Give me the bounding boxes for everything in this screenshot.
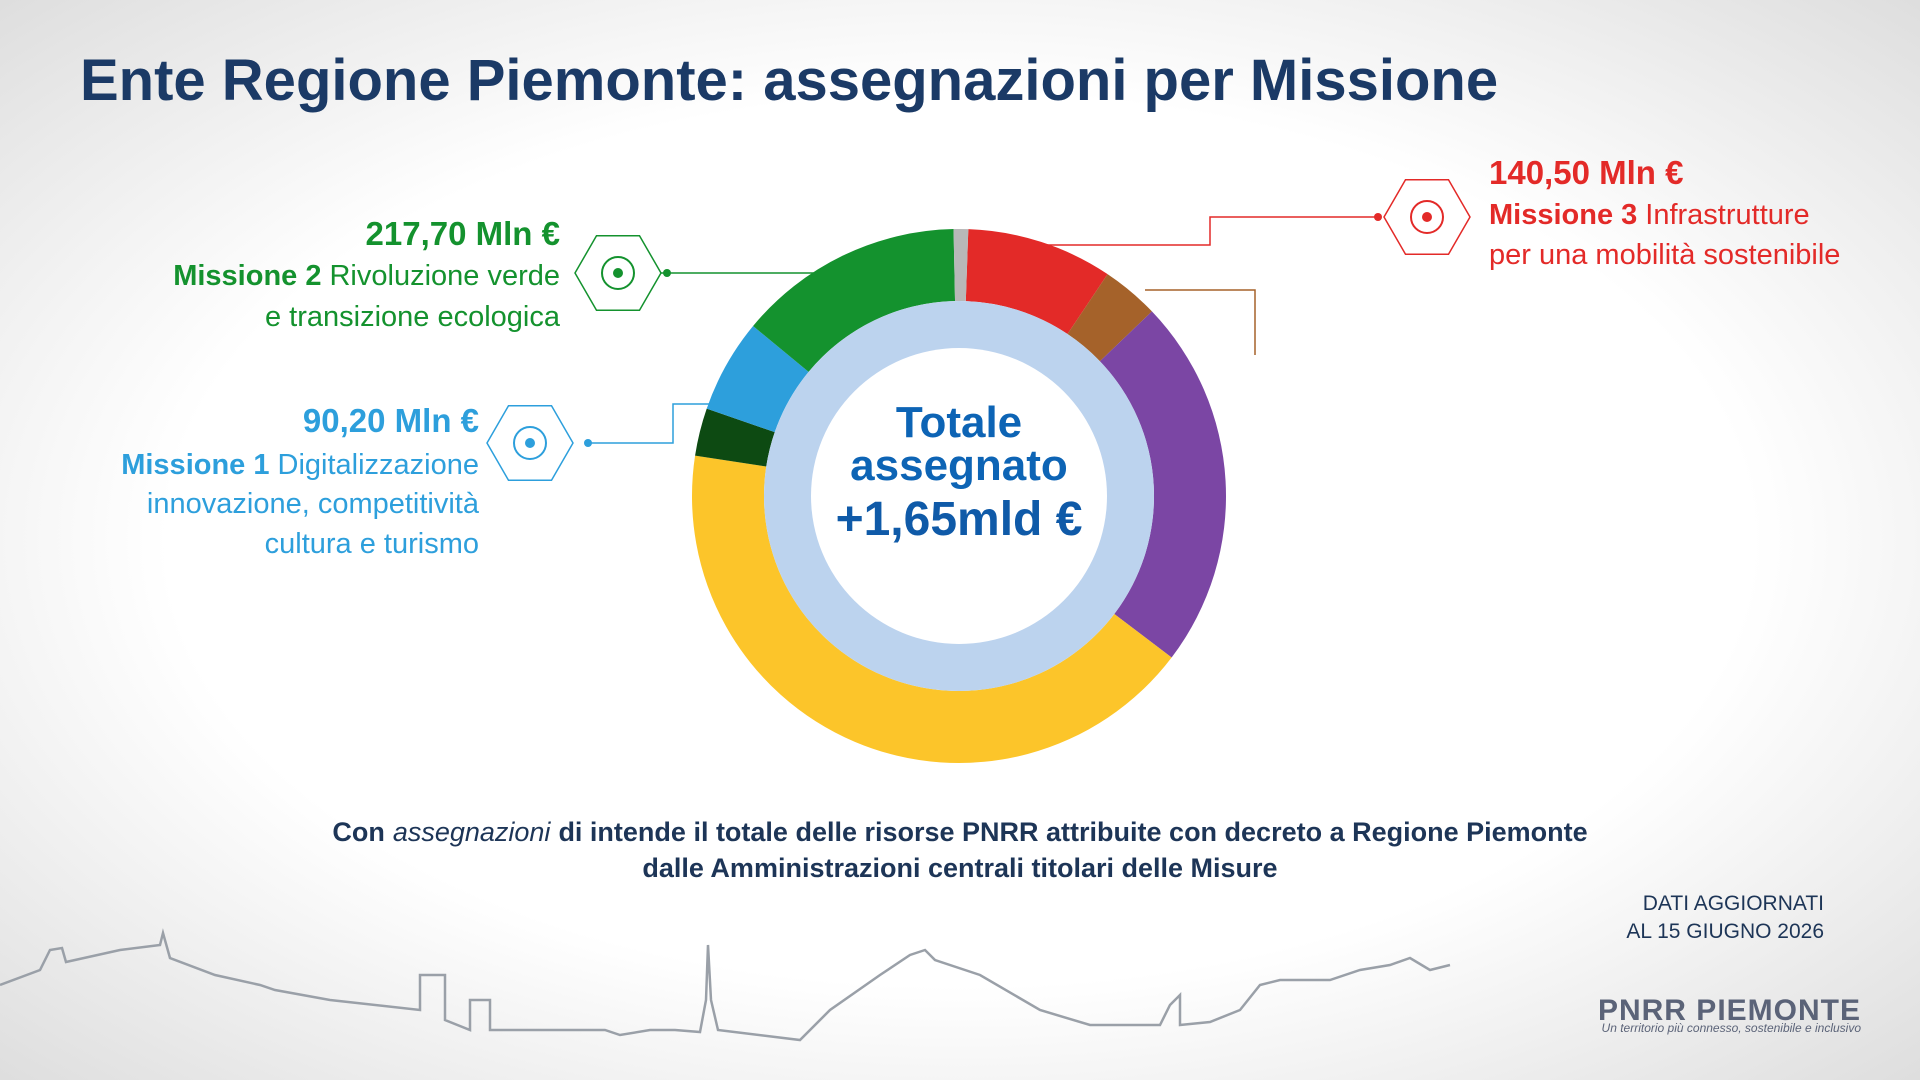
annotation: Missione 2 Rivoluzione verde (173, 260, 560, 292)
note-line: dalle Amministrazioni centrali titolari … (642, 853, 1277, 883)
leader-line (588, 403, 710, 444)
description: Digitalizzazione (278, 449, 480, 481)
note-emphasis: assegnazioni (393, 817, 552, 847)
leader-line (1145, 289, 1256, 355)
inner-disc (811, 348, 1107, 644)
description: per una mobilità sostenibile (1489, 239, 1840, 271)
annotation: Missione 1 Digitalizzazione (121, 449, 479, 481)
icon (613, 268, 623, 278)
icon (1410, 200, 1444, 234)
description: Rivoluzione verde (329, 260, 560, 292)
donut-segment (706, 326, 809, 433)
description: innovazione, competitività (147, 488, 480, 520)
note-text: Con (332, 817, 384, 847)
value-label: 217,70 Mln € (366, 215, 560, 252)
description: Infrastrutture (1645, 199, 1809, 231)
donut-segment (1067, 274, 1152, 362)
value-label: 140,50 Mln € (1489, 154, 1683, 191)
leader-line (980, 216, 1378, 246)
description: cultura e turismo (265, 528, 479, 560)
center-label: +1,65mld € (836, 493, 1083, 546)
note: Con assegnazioni di intende il totale dell… (332, 817, 1587, 847)
center-label: assegnato (850, 441, 1068, 490)
donut-segment (965, 229, 1108, 334)
leader-dot (584, 439, 592, 447)
donut-segment (692, 455, 1172, 763)
skyline (0, 928, 1451, 1042)
icon (513, 426, 547, 460)
icon (601, 256, 635, 290)
annotation: Missione 3 Infrastrutture (1489, 199, 1810, 231)
logo-tagline: Un territorio più connesso, sostenibile … (1602, 1021, 1862, 1035)
donut-segment (953, 229, 969, 302)
donut-segment (1099, 311, 1226, 658)
value-label: 90,20 Mln € (303, 402, 479, 439)
leader-dot (1374, 213, 1382, 221)
category-label: Missione 2 (173, 260, 321, 292)
update-date: DATI AGGIORNATI (1643, 892, 1824, 915)
category-label: Missione 1 (121, 449, 269, 481)
center-label: Totale (896, 398, 1022, 447)
note-text: di intende il totale delle risorse PNRR … (558, 817, 1587, 847)
leader-dot (663, 269, 671, 277)
chart-title: Ente Regione Piemonte: assegnazioni per … (80, 48, 1498, 113)
icon (525, 438, 535, 448)
logo: PNRR PIEMONTE (1598, 994, 1861, 1027)
update-date: AL 15 GIUGNO 2026 (1626, 920, 1824, 943)
donut-segment (695, 408, 775, 467)
donut-segment (753, 229, 956, 372)
category-label: Missione 3 (1489, 199, 1637, 231)
description: e transizione ecologica (265, 301, 561, 333)
icon (1422, 212, 1432, 222)
